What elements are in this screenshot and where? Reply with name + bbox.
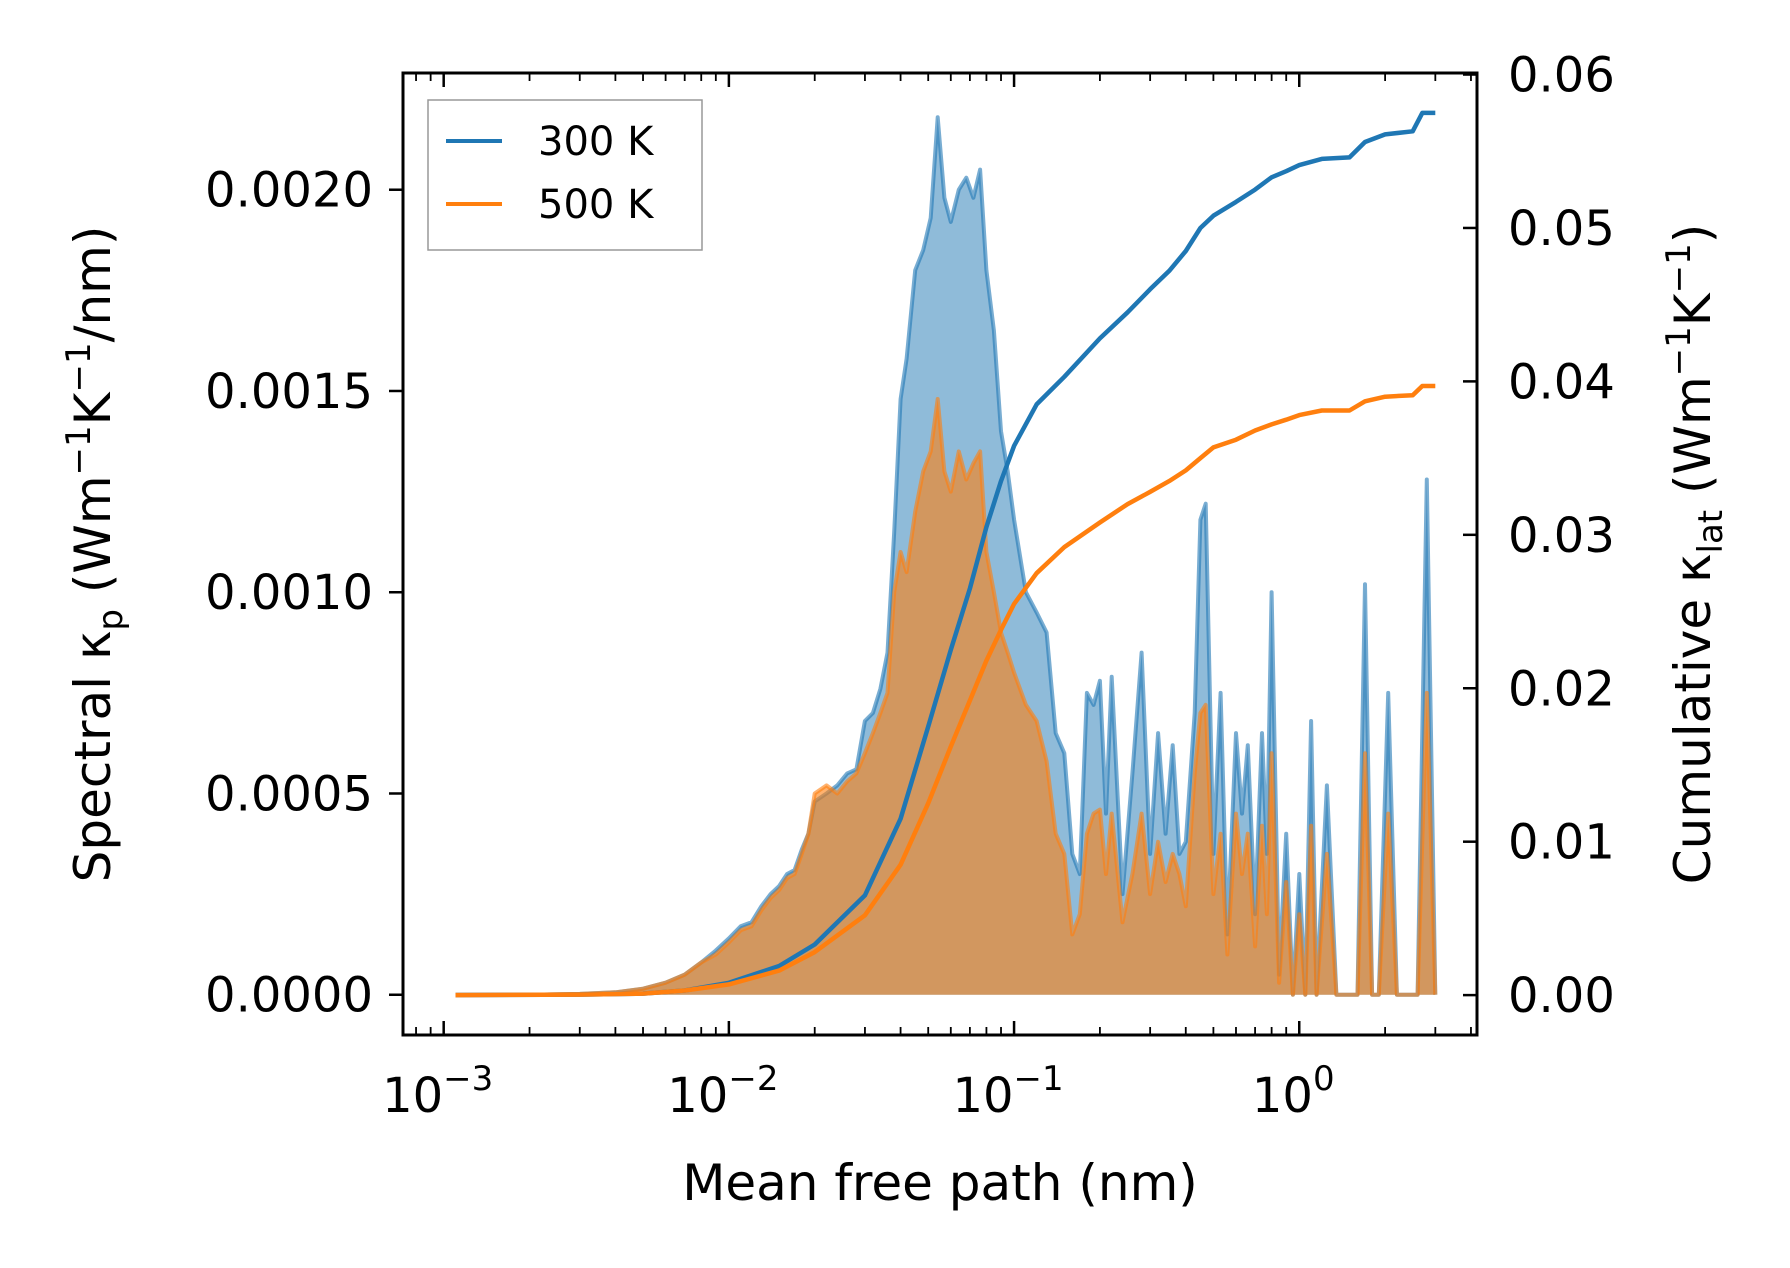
y-right-tick-label: 0.05 [1508, 201, 1615, 257]
y-left-label-sup2: −1 [59, 342, 99, 392]
legend: 300 K 500 K [427, 99, 703, 251]
y-right-tick-label: 0.01 [1508, 815, 1615, 871]
y-right-label-sup1: −1 [1659, 326, 1699, 376]
y-left-label-unit-a: (Wm [64, 475, 122, 609]
x-tick-label-base: 10 [382, 1068, 443, 1124]
y-left-tick-label: 0.0005 [205, 766, 373, 822]
y-right-tick-label: 0.02 [1508, 661, 1615, 717]
y-right-label-unit-a: (Wm [1664, 376, 1722, 510]
x-axis-label: Mean free path (nm) [682, 1154, 1198, 1212]
legend-box [427, 99, 703, 251]
y-left-tick-label: 0.0020 [205, 163, 373, 219]
y-left-label-unit-c: /nm) [64, 226, 122, 343]
y-right-label-unit-b: K [1664, 292, 1722, 326]
x-tick-label-exp: −1 [1014, 1059, 1064, 1099]
y-right-tick-label: 0.06 [1508, 48, 1615, 104]
x-tick-label-exp: −2 [728, 1059, 778, 1099]
x-tick-label: 10−2 [667, 1059, 778, 1124]
x-tick-label-exp: −3 [443, 1059, 493, 1099]
spectral-edge-500k [455, 397, 1438, 997]
y-axis-right-label: Cumulative κlat (Wm−1K−1) [1659, 224, 1731, 884]
x-tick-label-exp: 0 [1313, 1059, 1335, 1099]
y-right-label-sup2: −1 [1659, 243, 1699, 293]
y-left-tick-label: 0.0015 [205, 364, 373, 420]
x-tick-label-base: 10 [667, 1068, 728, 1124]
x-tick-label: 100 [1252, 1059, 1335, 1124]
y-right-label-sub: lat [1691, 510, 1731, 554]
y-left-label-sup1: −1 [59, 425, 99, 475]
y-right-label-main: Cumulative κ [1664, 553, 1722, 884]
y-left-label-unit-b: K [64, 391, 122, 425]
plot-frame [401, 71, 1479, 1037]
x-tick-label-base: 10 [952, 1068, 1013, 1124]
y-left-label-sub: p [91, 609, 131, 631]
cumulative-line-500k [455, 383, 1436, 998]
x-tick-label: 10−1 [952, 1059, 1063, 1124]
legend-label-500k: 500 K [538, 182, 655, 228]
y-right-tick-label: 0.00 [1508, 968, 1615, 1024]
y-axis-left-label: Spectral κp (Wm−1K−1/nm) [59, 226, 131, 883]
legend-label-300k: 300 K [538, 119, 655, 165]
data-layer [455, 110, 1438, 998]
cumulative-line-300k [455, 110, 1436, 998]
y-left-tick-label: 0.0010 [205, 565, 373, 621]
y-right-tick-label: 0.03 [1508, 508, 1615, 564]
y-right-label-unit-c: ) [1664, 224, 1722, 244]
y-right-tick-label: 0.04 [1508, 354, 1615, 410]
ticks-layer: 10−3 10−2 10−1 1000.00000.00050.00100.00150… [205, 48, 1615, 1124]
x-tick-label-base: 10 [1252, 1068, 1313, 1124]
x-tick-label: 10−3 [382, 1059, 493, 1124]
y-left-tick-label: 0.0000 [205, 968, 373, 1024]
y-left-label-main: Spectral κ [64, 631, 122, 883]
